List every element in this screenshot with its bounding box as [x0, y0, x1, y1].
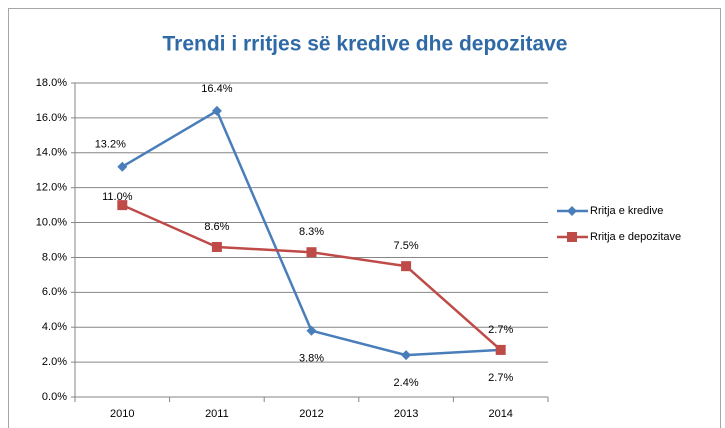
y-tick-label: 2.0% [42, 356, 67, 368]
data-point [117, 161, 128, 172]
x-tick-label: 2010 [110, 408, 134, 420]
data-label: 7.5% [394, 240, 419, 252]
data-label: 2.4% [394, 377, 419, 389]
y-tick-label: 4.0% [42, 321, 67, 333]
data-point [401, 261, 412, 272]
data-label: 16.4% [201, 83, 232, 95]
legend-marker [567, 232, 577, 242]
data-label: 11.0% [102, 191, 133, 203]
x-tick-label: 2012 [299, 408, 323, 420]
data-point [211, 241, 222, 252]
data-point [495, 344, 506, 355]
chart-title: Trendi i rritjes së kredive dhe depozita… [163, 33, 568, 56]
data-point [306, 325, 317, 336]
data-label: 3.8% [299, 353, 324, 365]
data-point [117, 200, 128, 211]
y-tick-label: 12.0% [36, 182, 67, 194]
y-tick-label: 10.0% [36, 216, 67, 228]
y-tick-label: 14.0% [36, 147, 67, 159]
data-label: 2.7% [488, 372, 513, 384]
data-label: 8.3% [299, 226, 324, 238]
data-label: 8.6% [204, 221, 229, 233]
legend-label: Rritja e kredive [590, 205, 663, 217]
data-point [306, 247, 317, 258]
y-tick-label: 0.0% [42, 391, 67, 403]
y-tick-label: 8.0% [42, 251, 67, 263]
data-label: 13.2% [95, 139, 126, 151]
y-tick-label: 6.0% [42, 286, 67, 298]
data-point [211, 105, 222, 116]
y-tick-label: 16.0% [36, 112, 67, 124]
y-tick-label: 18.0% [36, 77, 67, 89]
legend-label: Rritja e depozitave [590, 231, 681, 243]
x-tick-label: 2013 [394, 408, 418, 420]
x-tick-label: 2014 [488, 408, 512, 420]
x-tick-label: 2011 [205, 408, 229, 420]
chart-frame [8, 8, 721, 428]
data-point [401, 350, 412, 361]
data-label: 2.7% [488, 324, 513, 336]
legend-marker [567, 206, 577, 216]
